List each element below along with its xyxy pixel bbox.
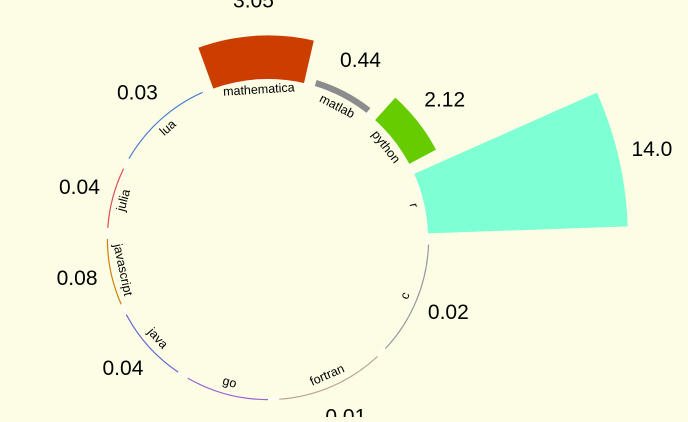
bar-python (375, 97, 437, 164)
category-label-c: c (397, 290, 412, 301)
category-labels-group: rpythonmatlabmathematicaluajuliajavascri… (110, 80, 421, 390)
bar-julia (107, 168, 125, 228)
value-label-r: 14.0 (631, 138, 672, 161)
value-label-python: 2.12 (424, 88, 465, 111)
category-label-julia: julia (113, 188, 133, 214)
category-label-java: java (144, 324, 170, 351)
value-label-javascript: 0.08 (57, 267, 98, 290)
value-label-julia: 0.04 (59, 176, 100, 199)
bar-matlab (314, 79, 371, 113)
category-label-go: go (221, 374, 238, 391)
category-label-fortran: fortran (308, 361, 347, 388)
bar-mathematica (198, 35, 314, 89)
baseline-circle (107, 78, 429, 400)
value-label-c: 0.02 (428, 301, 469, 324)
bar-r (414, 92, 628, 234)
bars-group (106, 35, 628, 401)
value-label-java: 0.04 (103, 357, 144, 380)
value-label-lua: 0.03 (117, 81, 158, 104)
value-label-fortran: 0.01 (325, 406, 366, 417)
value-label-matlab: 0.44 (340, 49, 381, 72)
value-label-mathematica: 3.05 (233, 0, 274, 12)
category-label-r: r (407, 202, 422, 209)
category-label-javascript: javascript (110, 242, 135, 298)
category-label-mathematica: mathematica (223, 80, 295, 98)
